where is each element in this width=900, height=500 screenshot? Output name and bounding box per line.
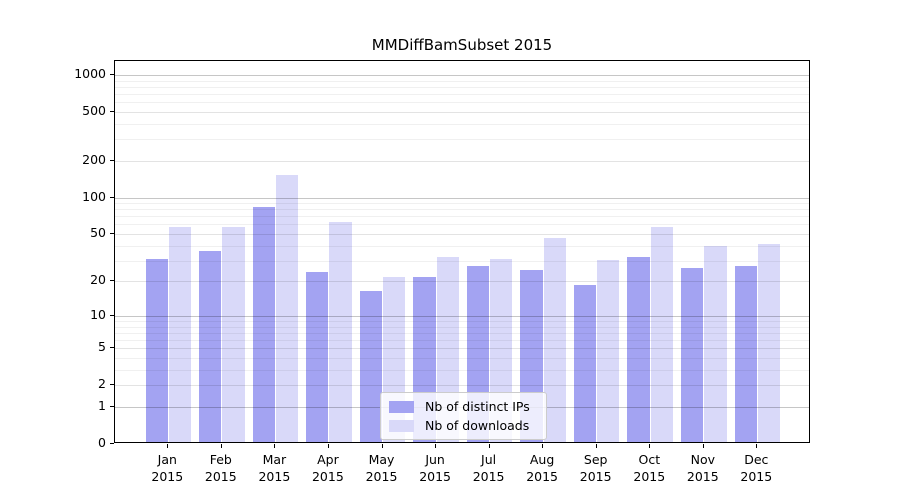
x-tick-text: Sep — [583, 452, 608, 467]
bar-mar-downloads — [275, 174, 299, 442]
x-tick-text: Feb — [209, 452, 232, 467]
y-tick-label: 500 — [82, 103, 106, 118]
x-tick-mark — [167, 444, 169, 448]
y-tick-mark — [110, 280, 114, 282]
x-tick-label-apr: Apr 2015 — [300, 451, 356, 485]
x-tick-mark — [649, 444, 651, 448]
x-tick-text: Nov — [690, 452, 715, 467]
bar-jan-downloads — [168, 227, 192, 442]
x-tick-label-jul: Jul 2015 — [461, 451, 517, 485]
legend-label-distinct-ips: Nb of distinct IPs — [425, 399, 530, 414]
bar-jan-distinct-ips — [145, 258, 168, 442]
x-tick-label-feb: Feb 2015 — [193, 451, 249, 485]
x-tick-text: 2015 — [204, 469, 237, 484]
x-tick-mark — [595, 444, 597, 448]
y-tick-label: 50 — [90, 225, 106, 240]
x-tick-mark — [542, 444, 544, 448]
y-tick-mark — [110, 74, 114, 75]
y-tick-label: 100 — [82, 188, 106, 204]
x-tick-text: 2015 — [526, 469, 558, 484]
bar-feb-downloads — [222, 227, 245, 442]
bar-apr-distinct-ips — [306, 272, 329, 442]
x-tick-label-oct: Oct 2015 — [621, 451, 677, 485]
x-tick-mark — [381, 444, 383, 448]
bar-sep-distinct-ips — [573, 284, 597, 442]
x-tick-text: 2015 — [258, 469, 291, 484]
y-tick-label: 1 — [98, 398, 106, 413]
x-tick-mark — [756, 444, 758, 448]
y-tick-label: 0 — [98, 435, 106, 450]
y-tick-mark — [110, 314, 114, 316]
y-tick-mark — [110, 443, 114, 444]
x-tick-text: Dec — [744, 452, 769, 467]
bar-apr-downloads — [329, 222, 352, 442]
x-tick-mark — [435, 444, 437, 448]
x-tick-label-sep: Sep 2015 — [568, 451, 624, 485]
y-tick-mark — [110, 347, 114, 349]
bar-may-distinct-ips — [359, 290, 382, 442]
bar-aug-downloads — [543, 237, 566, 442]
bar-dec-distinct-ips — [734, 266, 757, 442]
bar-oct-downloads — [650, 227, 674, 442]
x-tick-mark — [488, 444, 490, 448]
bar-oct-distinct-ips — [627, 256, 650, 442]
x-tick-text: May — [368, 452, 395, 467]
x-tick-text: Apr — [317, 452, 339, 467]
x-tick-label-jun: Jun 2015 — [407, 451, 463, 485]
x-tick-text: Mar — [262, 452, 287, 467]
x-tick-text: Aug — [529, 452, 555, 467]
x-tick-text: 2015 — [579, 469, 612, 484]
y-tick-mark — [110, 159, 114, 161]
y-tick-label: 5 — [98, 339, 106, 355]
bar-dec-downloads — [757, 243, 781, 442]
x-tick-label-nov: Nov 2015 — [675, 451, 731, 485]
x-tick-text: Oct — [638, 452, 661, 467]
x-tick-text: 2015 — [419, 469, 451, 484]
x-tick-label-mar: Mar 2015 — [246, 451, 302, 485]
plot-area — [114, 60, 810, 443]
x-tick-label-jan: Jan 2015 — [139, 451, 195, 485]
x-tick-label-may: May 2015 — [354, 451, 410, 485]
legend: Nb of distinct IPs Nb of downloads — [380, 392, 547, 440]
y-tick-label: 200 — [82, 151, 106, 167]
y-tick-mark — [110, 384, 114, 386]
x-tick-mark — [702, 444, 704, 448]
x-tick-text: Jul — [481, 452, 497, 467]
y-tick-mark — [110, 406, 114, 407]
y-tick-label: 1000 — [74, 66, 106, 81]
x-tick-mark — [220, 444, 222, 448]
x-tick-text: 2015 — [686, 469, 719, 484]
x-tick-text: 2015 — [633, 469, 666, 484]
y-tick-label: 10 — [90, 306, 106, 322]
x-tick-label-dec: Dec 2015 — [728, 451, 784, 485]
chart-title: MMDiffBamSubset 2015 — [371, 36, 553, 54]
bar-nov-distinct-ips — [681, 268, 704, 442]
bar-feb-distinct-ips — [199, 250, 222, 442]
x-tick-text: Jun — [425, 452, 445, 467]
legend-swatch-distinct-ips — [389, 400, 414, 413]
x-tick-mark — [274, 444, 276, 448]
x-tick-text: 2015 — [151, 469, 184, 484]
legend-swatch-downloads — [389, 419, 414, 432]
bar-sep-downloads — [597, 260, 620, 442]
y-tick-label: 20 — [90, 272, 106, 288]
bar-nov-downloads — [704, 246, 727, 442]
legend-label-downloads: Nb of downloads — [425, 418, 530, 433]
x-tick-text: 2015 — [365, 469, 398, 484]
bars-layer — [115, 61, 809, 442]
x-tick-text: 2015 — [472, 469, 505, 484]
legend-item-downloads: Nb of downloads — [389, 418, 538, 433]
x-tick-text: 2015 — [740, 469, 773, 484]
y-tick-label: 2 — [98, 376, 106, 392]
y-tick-mark — [110, 196, 114, 198]
y-tick-mark — [110, 111, 114, 112]
legend-item-distinct-ips: Nb of distinct IPs — [389, 399, 538, 414]
x-tick-label-aug: Aug 2015 — [514, 451, 570, 485]
y-tick-mark — [110, 233, 114, 234]
x-tick-text: 2015 — [311, 469, 344, 484]
x-tick-mark — [327, 444, 329, 448]
bar-mar-distinct-ips — [252, 207, 275, 442]
x-tick-text: Jan — [157, 452, 177, 467]
